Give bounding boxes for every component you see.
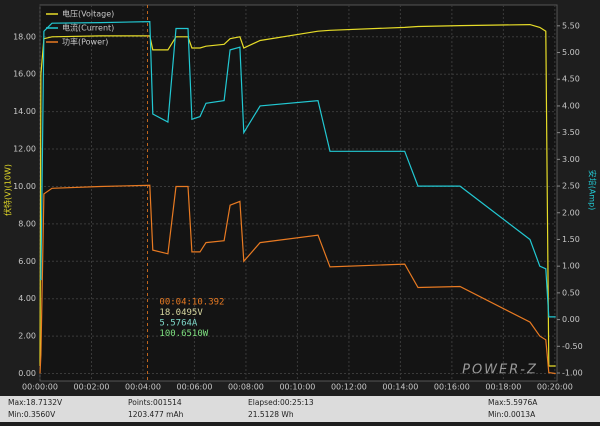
- y2-tick-label: 4.50: [562, 75, 580, 84]
- y2-tick-label: 2.50: [562, 182, 580, 191]
- x-tick-label: 00:04:00: [125, 383, 161, 392]
- x-tick-label: 00:12:00: [331, 383, 367, 392]
- y2-tick-label: 4.00: [562, 101, 580, 110]
- y2-tick-label: -0.50: [562, 342, 583, 351]
- series-line: [39, 23, 556, 367]
- y-tick-label: 0.00: [18, 369, 36, 378]
- legend-label: 电压(Voltage): [62, 9, 114, 19]
- cursor-readout: 00:04:10.392: [159, 298, 224, 308]
- status-text: Elapsed:00:25:13: [248, 398, 314, 407]
- status-text: 21.5128 Wh: [248, 410, 294, 419]
- cursor-readout: 18.0495V: [159, 308, 203, 318]
- status-text: 1203.477 mAh: [128, 410, 184, 419]
- y2-tick-label: 3.00: [562, 155, 580, 164]
- status-text: Min:0.3560V: [8, 410, 56, 419]
- x-tick-label: 00:18:00: [485, 383, 521, 392]
- y-tick-label: 12.00: [13, 145, 36, 154]
- y2-tick-label: -1.00: [562, 368, 583, 377]
- x-tick-label: 00:06:00: [176, 383, 212, 392]
- y-tick-label: 10.00: [13, 182, 36, 191]
- status-text: Min:0.0013A: [488, 410, 536, 419]
- status-text: Max:18.7132V: [8, 398, 63, 407]
- y-axis-label: 伏特(V)(10W): [3, 164, 13, 216]
- series-line: [40, 20, 556, 318]
- x-tick-label: 00:02:00: [74, 383, 110, 392]
- y-tick-label: 16.00: [13, 70, 36, 79]
- x-tick-label: 00:08:00: [228, 383, 264, 392]
- y2-tick-label: 3.50: [562, 128, 580, 137]
- y2-tick-label: 1.00: [562, 262, 580, 271]
- status-text: Points:001514: [128, 398, 182, 407]
- x-tick-label: 00:00:00: [22, 383, 58, 392]
- y2-tick-label: 0.00: [562, 315, 580, 324]
- y2-tick-label: 5.50: [562, 21, 580, 30]
- y2-tick-label: 1.50: [562, 235, 580, 244]
- y2-tick-label: 0.50: [562, 288, 580, 297]
- y-tick-label: 6.00: [18, 257, 36, 266]
- x-tick-label: 00:10:00: [279, 383, 315, 392]
- x-tick-label: 00:16:00: [434, 383, 470, 392]
- cursor-readout: 100.6510W: [159, 329, 208, 339]
- logo: POWER-Z: [462, 363, 538, 378]
- y2-axis-label: 安培(Amp): [588, 170, 598, 211]
- y2-tick-label: 5.00: [562, 48, 580, 57]
- x-tick-label: 00:20:00: [537, 383, 573, 392]
- legend-label: 电流(Current): [62, 23, 114, 33]
- plot-area: [39, 4, 558, 382]
- status-text: Max:5.5976A: [488, 398, 538, 407]
- cursor-readout: 5.5764A: [159, 319, 198, 329]
- y-tick-label: 18.00: [13, 32, 36, 41]
- y-tick-label: 4.00: [18, 294, 36, 303]
- status-bar: [0, 396, 600, 422]
- y-tick-label: 14.00: [13, 107, 36, 116]
- x-tick-label: 00:14:00: [382, 383, 418, 392]
- series-line: [39, 184, 556, 375]
- y2-tick-label: 2.00: [562, 208, 580, 217]
- y-tick-label: 2.00: [18, 332, 36, 341]
- y-tick-label: 8.00: [18, 219, 36, 228]
- legend-label: 功率(Power): [62, 37, 108, 47]
